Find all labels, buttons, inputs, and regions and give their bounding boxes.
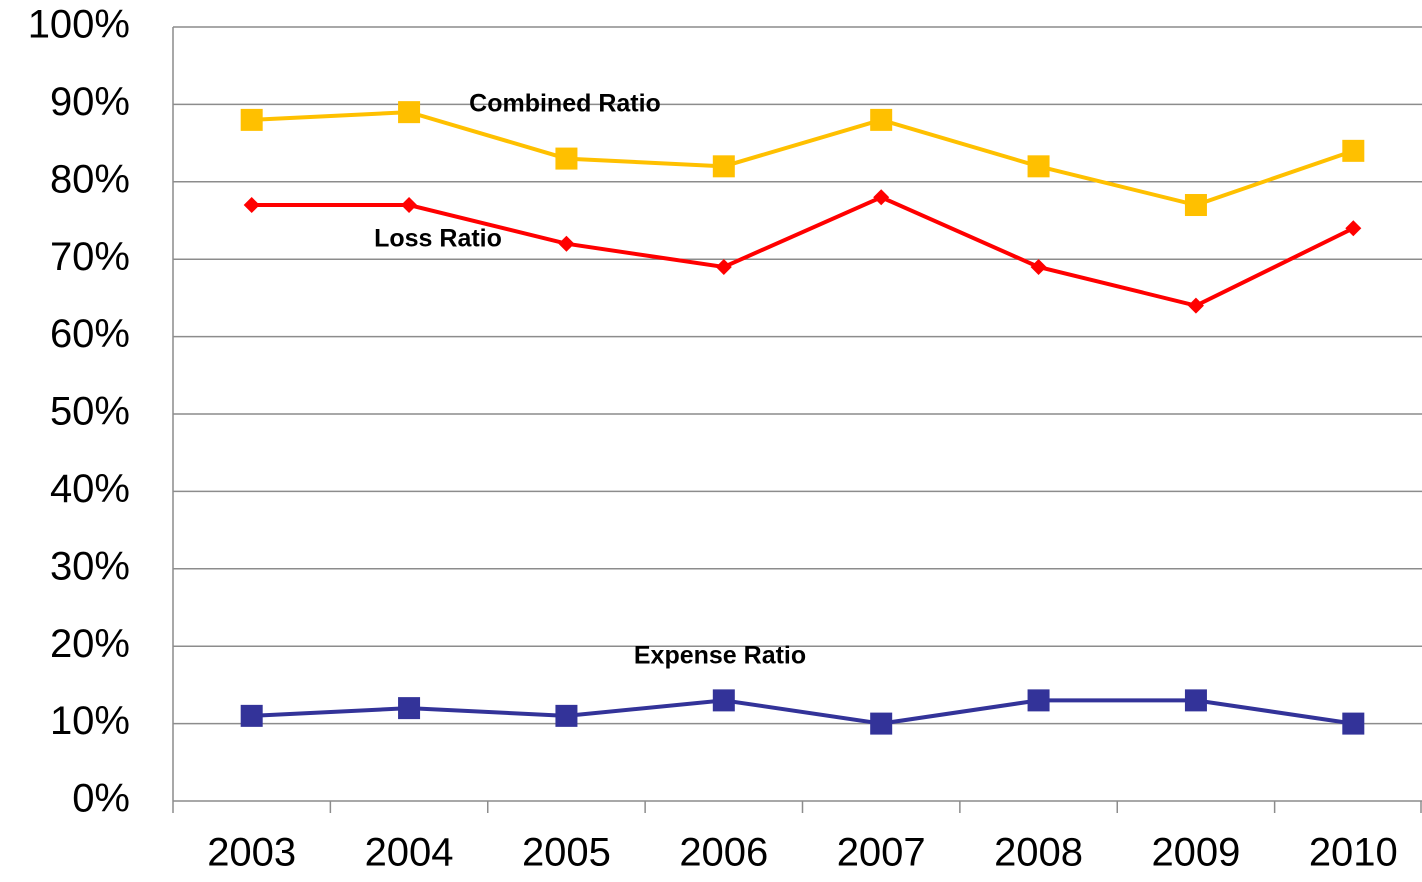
marker	[870, 108, 893, 131]
x-tick-label: 2007	[837, 831, 926, 875]
y-tick-label: 50%	[50, 390, 130, 434]
x-tick-label: 2009	[1151, 831, 1240, 875]
x-tick-label: 2010	[1309, 831, 1398, 875]
marker	[715, 258, 732, 275]
y-tick-label: 30%	[50, 544, 130, 588]
series-label: Combined Ratio	[469, 90, 661, 118]
marker	[1027, 155, 1050, 178]
marker	[555, 147, 578, 170]
marker	[712, 155, 735, 178]
marker	[240, 108, 263, 131]
x-tick-label: 2006	[679, 831, 768, 875]
y-tick-label: 60%	[50, 312, 130, 356]
marker	[1187, 297, 1204, 314]
series-line	[251, 195, 1355, 308]
series-line	[251, 110, 1354, 208]
y-tick-label: 10%	[50, 699, 130, 743]
x-tick-label: 2005	[522, 831, 611, 875]
marker	[870, 712, 893, 735]
x-tick-label: 2004	[365, 831, 454, 875]
x-tick-label: 2003	[207, 831, 296, 875]
y-tick-label: 100%	[28, 3, 130, 47]
marker	[1030, 258, 1047, 275]
marker	[1184, 689, 1207, 712]
x-tick-label: 2008	[994, 831, 1083, 875]
y-tick-label: 0%	[72, 777, 130, 821]
marker	[1342, 712, 1365, 735]
marker	[873, 189, 890, 206]
marker	[401, 197, 418, 214]
marker	[1342, 139, 1365, 162]
y-tick-label: 20%	[50, 622, 130, 666]
series-line	[251, 698, 1354, 726]
marker	[1345, 220, 1362, 237]
y-tick-label: 80%	[50, 157, 130, 201]
marker	[555, 704, 578, 727]
marker	[240, 704, 263, 727]
marker	[1184, 194, 1207, 217]
series-label: Loss Ratio	[374, 225, 502, 253]
marker	[398, 697, 421, 720]
y-tick-label: 70%	[50, 235, 130, 279]
marker	[558, 235, 575, 252]
series-label: Expense Ratio	[634, 642, 806, 670]
marker	[712, 689, 735, 712]
y-tick-label: 40%	[50, 467, 130, 511]
y-tick-label: 90%	[50, 80, 130, 124]
marker	[398, 101, 421, 124]
marker	[1027, 689, 1050, 712]
marker	[243, 197, 260, 214]
